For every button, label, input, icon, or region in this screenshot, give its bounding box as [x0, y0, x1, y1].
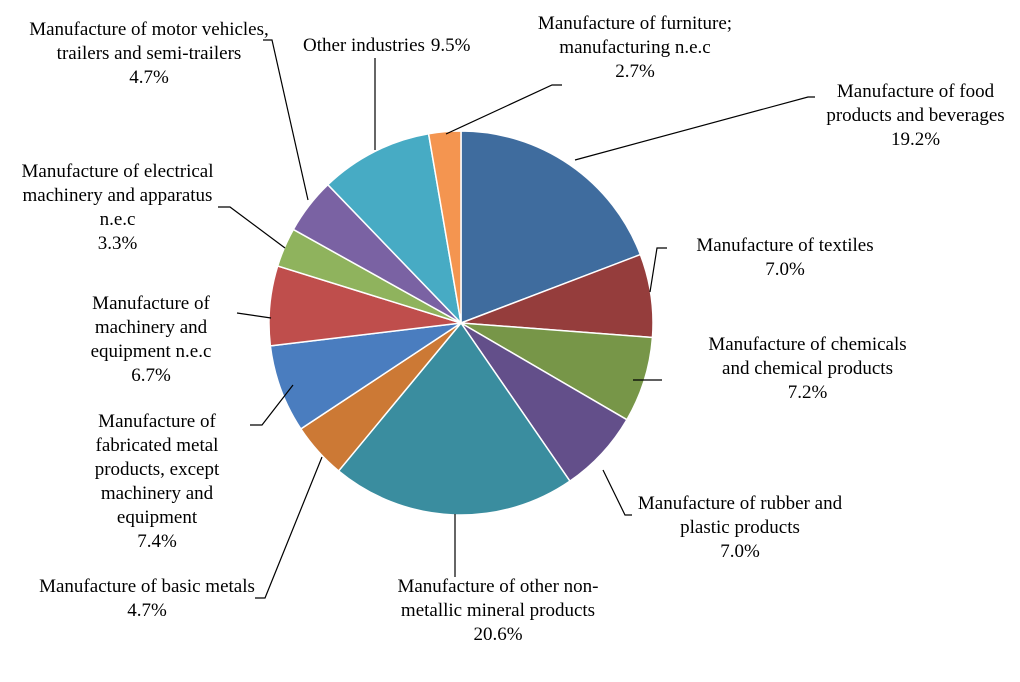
category-label: Manufacture of motor vehicles, trailers …	[29, 19, 269, 64]
value-label: 6.7%	[131, 365, 171, 386]
value-label: 19.2%	[890, 129, 941, 150]
slice-label: Manufacture of other non-metallic minera…	[388, 575, 608, 647]
value-label: 7.4%	[137, 531, 177, 552]
pie-slice	[337, 321, 571, 516]
category-label: Manufacture of machinery and equipment n…	[90, 293, 212, 362]
leader-line	[445, 84, 562, 135]
slice-label: Manufacture of food products and beverag…	[808, 80, 1020, 152]
leader-line	[263, 39, 309, 201]
value-label: 7.0%	[720, 541, 760, 562]
category-label: Manufacture of fabricated metal products…	[94, 411, 220, 528]
slice-label: Manufacture of rubber and plastic produc…	[625, 492, 855, 564]
value-label: 7.0%	[765, 259, 805, 280]
slice-label: Manufacture of furniture; manufacturing …	[535, 12, 735, 84]
category-label: Manufacture of rubber and plastic produc…	[637, 493, 843, 538]
slice-label: Manufacture of chemicals and chemical pr…	[700, 333, 915, 405]
value-label: 3.3%	[97, 233, 138, 254]
pie-slice	[427, 130, 462, 324]
category-label: Manufacture of electrical machinery and …	[21, 161, 214, 230]
leader-line	[602, 469, 632, 516]
value-label: 9.5%	[430, 35, 471, 56]
leader-line	[250, 384, 294, 426]
slice-label: Manufacture of motor vehicles, trailers …	[18, 18, 280, 90]
slice-label: Other industries 9.5%	[303, 34, 563, 58]
value-label: 4.7%	[129, 67, 169, 88]
leader-line	[649, 247, 667, 293]
value-label: 20.6%	[473, 624, 523, 645]
slice-label: Manufacture of machinery and equipment n…	[55, 292, 247, 388]
category-label: Other industries	[303, 35, 425, 56]
slice-label: Manufacture of fabricated metal products…	[66, 410, 248, 554]
category-label: Manufacture of chemicals and chemical pr…	[708, 334, 907, 379]
leader-line	[574, 96, 815, 161]
value-label: 7.2%	[787, 382, 828, 403]
value-label: 4.7%	[127, 600, 167, 621]
slice-label: Manufacture of textiles 7.0%	[665, 234, 905, 282]
value-label: 2.7%	[615, 61, 655, 82]
category-label: Manufacture of textiles	[696, 235, 874, 256]
slice-label: Manufacture of basic metals 4.7%	[32, 575, 262, 623]
category-label: Manufacture of furniture; manufacturing …	[537, 13, 733, 58]
category-label: Manufacture of food products and beverag…	[826, 81, 1005, 126]
pie-slice	[460, 130, 642, 325]
leader-line	[218, 206, 286, 249]
category-label: Manufacture of other non-metallic minera…	[397, 576, 599, 621]
leader-line	[236, 312, 272, 319]
category-label: Manufacture of basic metals	[39, 576, 255, 597]
slice-label: Manufacture of electrical machinery and …	[10, 160, 225, 256]
leader-line	[255, 456, 323, 599]
pie-slice	[326, 132, 463, 326]
